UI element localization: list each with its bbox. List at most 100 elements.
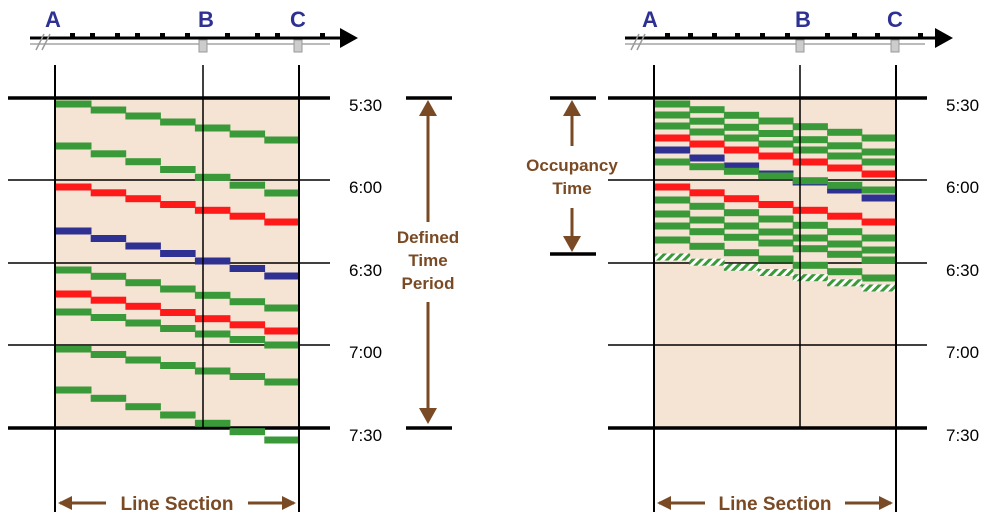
left-train-path-5-segment (90, 272, 127, 280)
up-arrow-icon (563, 100, 581, 116)
right-train-path-8-segment (827, 228, 863, 236)
right-train-path-5-segment (655, 146, 691, 154)
right-train-path-6-segment (792, 177, 828, 185)
left-train-path-8-segment (264, 378, 300, 386)
left-train-path-4-segment (194, 257, 231, 265)
right-station-c-label: C (887, 7, 903, 32)
right-train-path-4-segment (792, 158, 828, 166)
left-train-path-3-segment (125, 195, 161, 203)
right-train-path-2-segment (655, 111, 691, 119)
right-train-path-6-segment (689, 163, 725, 171)
left-train-path-8-segment (56, 345, 92, 353)
right-train-path-11-segment (655, 236, 691, 244)
right-time-label-630: 6:30 (946, 261, 979, 280)
left-train-path-7-segment (125, 319, 161, 327)
right-train-path-3-segment (723, 134, 760, 142)
right-time-label-600: 6:00 (946, 178, 979, 197)
right-train-path-8-segment (861, 234, 897, 242)
right-train-path-4-segment (689, 140, 725, 148)
right-arrow-icon (282, 496, 296, 510)
right-train-path-3-segment (827, 152, 863, 160)
right-station-a-label: A (642, 7, 658, 32)
right-line-section-label: Line Section (719, 494, 832, 514)
right-train-path-3-segment (861, 158, 897, 166)
right-arrow-icon (879, 496, 893, 510)
left-train-path-8-segment (194, 367, 231, 375)
right-train-path-7-segment (758, 201, 794, 208)
right-train-path-3-segment (655, 122, 691, 130)
right-train-path-8-segment (792, 221, 828, 229)
right-train-paths (655, 100, 897, 292)
right-train-path-8-segment (758, 215, 794, 223)
left-train-path-3-segment (160, 201, 196, 208)
right-track (625, 28, 953, 53)
right-train-path-5-segment (723, 162, 760, 170)
right-train-path-9-segment (655, 210, 691, 218)
left-arrow-icon (657, 496, 671, 510)
right-train-path-7-segment (792, 206, 828, 214)
right-train-path-9-segment (792, 234, 828, 242)
left-train-path-9-segment (264, 436, 300, 444)
right-train-path-10-segment (689, 228, 725, 236)
left-train-path-2-segment (160, 166, 196, 173)
left-train-path-6-segment (264, 327, 300, 335)
left-train-path-6-segment (90, 296, 127, 304)
left-train-path-1-segment (125, 112, 161, 120)
left-train-path-5-segment (56, 266, 92, 274)
right-train-path-1-segment (827, 128, 863, 136)
right-train-path-2-segment (827, 142, 863, 150)
right-train-path-6-segment (655, 158, 691, 166)
right-train-path-8-segment (689, 202, 725, 210)
right-train-path-1-segment (758, 117, 794, 125)
right-train-path-10-segment (827, 250, 863, 258)
left-train-path-9-segment (90, 394, 127, 402)
right-buffer-path-segment (827, 279, 863, 287)
period-label: Period (402, 274, 455, 293)
left-train-path-5-segment (229, 298, 266, 306)
right-train-path-4-segment (723, 146, 760, 154)
left-arrow-icon (58, 496, 72, 510)
left-train-path-4-segment (160, 250, 196, 257)
right-train-path-5-segment (827, 186, 863, 194)
left-train-path-7-segment (194, 330, 231, 338)
left-time-label-700: 7:00 (349, 343, 382, 362)
right-train-path-11-segment (758, 255, 794, 263)
left-train-path-6-segment (160, 309, 196, 316)
left-train-path-6-segment (229, 321, 266, 329)
right-train-path-4-segment (758, 152, 794, 160)
right-train-path-4-segment (861, 170, 897, 178)
left-train-path-4-segment (90, 235, 127, 242)
left-train-path-8-segment (229, 373, 266, 380)
left-train-path-8-segment (125, 356, 161, 364)
left-train-path-7-segment (90, 314, 127, 321)
right-train-path-6-segment (861, 186, 897, 194)
left-train-path-7-segment (264, 341, 300, 349)
right-time-label-730: 7:30 (946, 426, 979, 445)
left-train-path-1-segment (229, 130, 266, 138)
left-line-section-label: Line Section (121, 494, 234, 514)
left-train-path-9-segment (194, 419, 231, 427)
right-train-path-1-segment (689, 106, 725, 114)
right-train-path-6-segment (758, 172, 794, 180)
occupancy-label: Occupancy (526, 156, 618, 175)
right-train-path-2-segment (723, 123, 760, 131)
right-train-path-4-segment (655, 134, 691, 142)
right-train-path-2-segment (792, 136, 828, 144)
right-train-path-11-segment (792, 261, 828, 269)
right-train-path-5-segment (689, 154, 725, 162)
left-train-path-4-segment (229, 265, 266, 272)
right-train-path-10-segment (655, 222, 691, 230)
right-time-label-530: 5:30 (946, 96, 979, 115)
right-train-path-7-segment (723, 195, 760, 203)
time-label: Time (552, 179, 591, 198)
right-train-path-2-segment (861, 148, 897, 156)
left-train-path-1-segment (90, 106, 127, 114)
left-station-a-label: A (45, 7, 61, 32)
left-train-path-7-segment (56, 308, 92, 316)
right-line-section: Line Section (657, 494, 893, 514)
right-train-path-3-segment (689, 128, 725, 136)
left-train-path-9-segment (229, 428, 266, 436)
right-buffer-path-segment (723, 263, 760, 271)
left-train-path-2-segment (125, 158, 161, 166)
